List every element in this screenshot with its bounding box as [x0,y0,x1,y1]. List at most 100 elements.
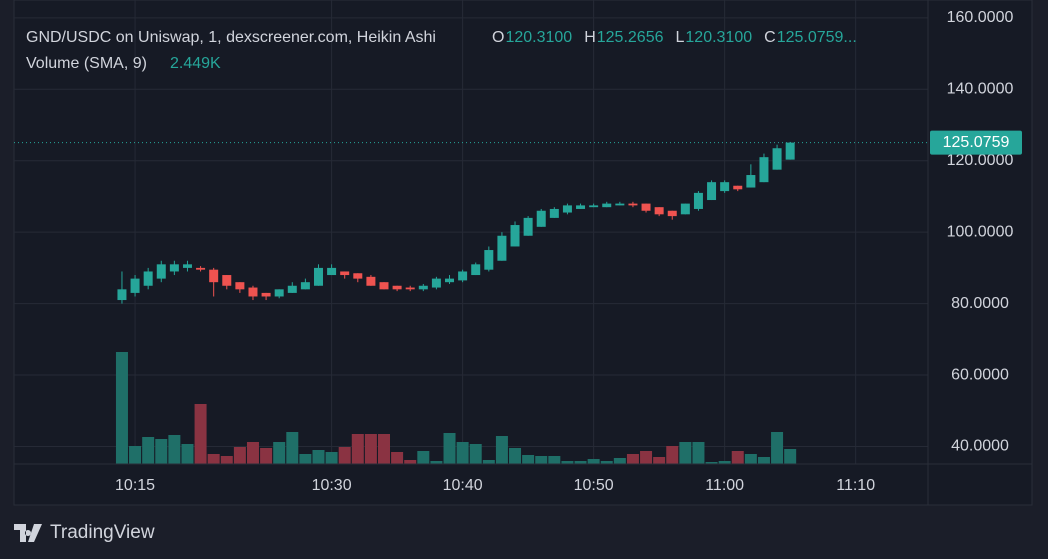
volume-bar [404,460,417,464]
ohlc-key: O [492,29,504,46]
volume-bar [220,456,233,464]
volume-bar [548,456,561,464]
ohlc-value: 120.3100 [685,29,752,46]
candle-body [707,182,717,201]
candle-body [405,287,415,290]
volume-bar [561,461,574,464]
candle-body [196,267,206,270]
candle-body [549,208,559,218]
candle-body [733,185,743,190]
volume-bar [273,442,286,464]
volume-bar [155,439,168,464]
chart-title: GND/USDC on Uniswap, 1, dexscreener.com,… [26,29,436,46]
brand: TradingView [50,522,155,543]
volume-bar [744,454,757,464]
candle-body [392,285,402,290]
volume-bar [626,454,639,464]
volume-bar [666,446,679,464]
ohlc-value: 125.0759... [777,29,857,46]
volume-bar [312,450,325,464]
ohlc-key: L [675,29,684,46]
volume-bar [757,457,770,464]
volume-bar [325,452,338,464]
candle-body [222,275,232,286]
x-tick-label: 11:10 [836,477,875,494]
logo [14,524,42,542]
candle-body [445,278,455,283]
volume-bar [142,437,155,464]
candle-body [641,203,651,211]
candle-body [589,205,599,208]
volume-bar [115,352,128,464]
candle-body [720,182,730,192]
candle-body [353,273,363,279]
y-tick-label: 140.0000 [947,81,1014,98]
candle-body [274,289,284,297]
candle-body [759,157,769,183]
volume-bar [233,447,246,464]
candle-body [156,264,166,279]
volume-bar [482,460,495,464]
y-tick-label: 120.0000 [947,152,1014,169]
candle-body [169,264,179,272]
candle-body [313,267,323,286]
volume-bar [535,456,548,464]
candle-body [130,278,140,293]
candle-body [602,203,612,208]
candle-body [182,264,192,268]
candle-body [628,203,638,206]
volume-bar [718,461,731,464]
candle-body [772,148,782,170]
y-tick-label: 100.0000 [947,223,1014,240]
volume-bar [587,459,600,464]
volume-bar [653,457,666,464]
candle-body [261,292,271,297]
volume-bar [378,434,391,464]
candle-body [693,192,703,209]
volume-bar [286,432,299,464]
last-price-label: 125.0759 [943,134,1010,151]
candle-body [562,205,572,213]
chart-panel [13,0,1033,506]
candle-body [379,282,389,290]
candle-body [484,250,494,270]
candle-body [418,285,428,290]
candle-body [667,210,677,217]
volume-bar [522,455,535,464]
x-tick-label: 11:00 [705,477,744,494]
candle-body [143,271,153,286]
candle-body [366,276,376,286]
y-tick-label: 160.0000 [947,9,1014,26]
candle-body [117,289,127,301]
candle-body [340,271,350,276]
volume-bar [430,461,443,464]
last-price-tag [930,130,1022,155]
ohlc-key: H [584,29,596,46]
volume-bar [443,433,456,464]
y-tick-label: 80.0000 [951,295,1009,312]
volume-bar [299,454,312,464]
volume-bar [351,434,364,464]
volume-bar [181,444,194,464]
volume-bar [574,461,587,464]
volume-bar [194,404,207,464]
volume-bar [509,448,522,464]
volume-bar [692,442,705,464]
volume-bar [469,444,482,464]
volume-bar [246,442,259,464]
ohlc-value: 125.2656 [597,29,664,46]
volume-bar [495,436,508,464]
candle-body [654,207,664,215]
volume-bar [207,454,220,464]
candle-body [287,285,297,293]
volume-label: Volume (SMA, 9) [26,55,147,72]
volume-bar [600,461,613,464]
candle-body [746,175,756,188]
volume-bar [338,447,351,464]
x-tick-label: 10:40 [443,477,483,494]
candle-body [235,282,245,290]
volume-bar [391,452,404,464]
candle-body [576,205,586,209]
volume-bar [679,442,692,464]
